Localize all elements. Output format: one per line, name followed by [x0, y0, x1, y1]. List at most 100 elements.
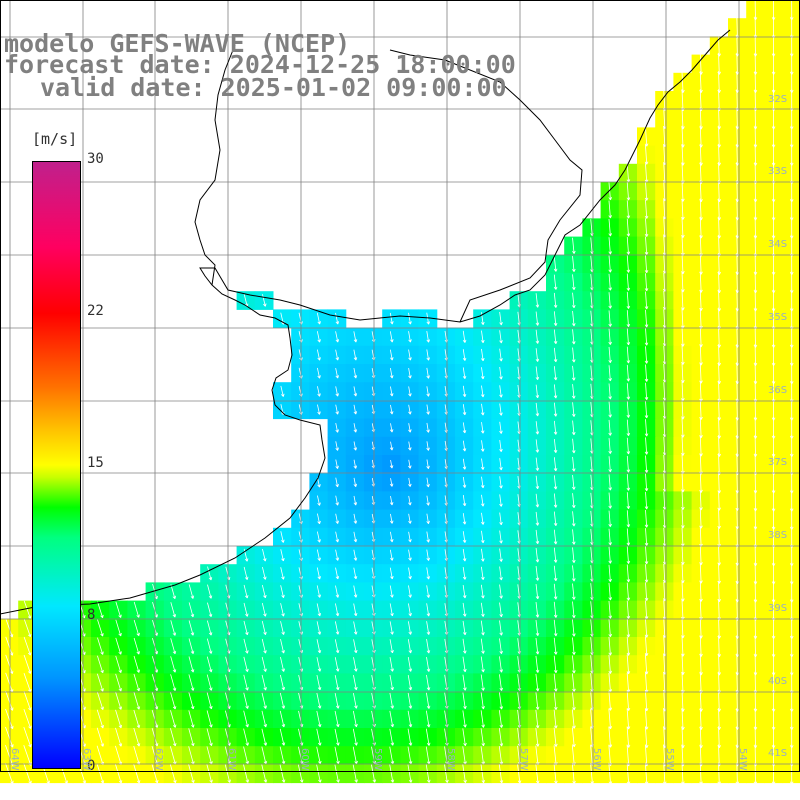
- wind-cell: [782, 709, 800, 729]
- wind-arrow: [335, 549, 340, 561]
- wind-arrow: [243, 692, 249, 709]
- wind-arrow: [426, 459, 430, 469]
- wind-arrow: [279, 674, 286, 691]
- wind-arrow: [553, 709, 558, 729]
- wind-arrow: [626, 437, 631, 455]
- wind-arrow: [644, 144, 649, 165]
- wind-arrow: [280, 621, 285, 635]
- wind-arrow: [571, 456, 576, 472]
- wind-arrow: [572, 310, 576, 327]
- wind-arrow: [499, 366, 503, 380]
- wind-arrow: [499, 385, 503, 398]
- wind-arrow: [608, 654, 613, 674]
- wind-arrow: [553, 274, 558, 290]
- wind-arrow: [644, 218, 649, 237]
- wind-arrow: [462, 330, 467, 343]
- wind-arrow: [335, 513, 339, 524]
- wind-arrow: [408, 531, 412, 543]
- wind-arrow: [608, 492, 612, 509]
- wind-arrow: [626, 474, 631, 491]
- wind-arrow: [608, 762, 613, 785]
- wind-arrow: [626, 762, 631, 785]
- wind-arrow: [626, 346, 631, 364]
- wind-arrow: [499, 584, 503, 599]
- wind-arrow: [608, 708, 613, 730]
- wind-arrow: [316, 639, 322, 654]
- wind-arrow: [5, 708, 14, 730]
- wind-arrow: [133, 655, 140, 673]
- wind-arrow: [644, 437, 649, 455]
- wind-arrow: [389, 549, 394, 561]
- wind-arrow: [626, 419, 631, 437]
- wind-arrow: [535, 348, 540, 362]
- wind-arrow: [535, 637, 540, 655]
- wind-arrow: [335, 603, 340, 617]
- wind-arrow: [408, 495, 412, 506]
- wind-arrow: [535, 384, 540, 399]
- wind-cell: [782, 145, 800, 165]
- wind-arrow: [480, 494, 485, 507]
- wind-arrow: [407, 674, 413, 691]
- wind-arrow: [170, 728, 177, 747]
- wind-arrow: [334, 639, 340, 654]
- wind-arrow: [353, 477, 358, 487]
- wind-cell: [782, 36, 800, 56]
- wind-arrow: [535, 402, 540, 417]
- wind-arrow: [644, 528, 649, 546]
- wind-arrow: [462, 692, 467, 710]
- wind-arrow: [115, 691, 122, 710]
- wind-arrow: [133, 709, 141, 729]
- wind-arrow: [407, 764, 413, 783]
- wind-arrow: [425, 764, 431, 783]
- wind-arrow: [462, 764, 467, 784]
- wind-arrow: [644, 328, 649, 346]
- wind-arrow: [480, 728, 485, 747]
- wind-arrow: [353, 368, 358, 379]
- colorbar-tick-0: 0: [87, 758, 96, 774]
- wind-arrow: [462, 710, 467, 728]
- wind-arrow: [753, 762, 758, 785]
- wind-arrow: [389, 495, 394, 506]
- wind-arrow: [626, 455, 631, 473]
- wind-arrow: [626, 528, 631, 546]
- wind-arrow: [481, 367, 485, 380]
- wind-arrow: [170, 674, 177, 691]
- wind-arrow: [206, 620, 213, 636]
- wind-arrow: [608, 237, 612, 255]
- wind-arrow: [572, 329, 576, 345]
- wind-arrow: [279, 710, 286, 728]
- wind-arrow: [23, 654, 32, 674]
- wind-arrow: [535, 366, 540, 380]
- wind-arrow: [499, 512, 503, 526]
- wind-arrow: [133, 691, 141, 710]
- wind-cell: [782, 200, 800, 219]
- wind-arrow: [317, 386, 321, 397]
- wind-arrow: [498, 692, 504, 710]
- wind-arrow: [572, 529, 576, 545]
- wind-arrow: [572, 511, 576, 527]
- wind-arrow: [243, 602, 249, 617]
- wind-arrow: [426, 477, 430, 488]
- wind-arrow: [771, 762, 776, 785]
- wind-arrow: [553, 457, 558, 472]
- wind-arrow: [462, 584, 467, 599]
- wind-arrow: [243, 674, 249, 691]
- wind-arrow: [590, 762, 595, 785]
- wind-arrow: [426, 567, 431, 580]
- wind-arrow: [5, 618, 14, 638]
- wind-arrow: [498, 763, 504, 784]
- wind-cell: [782, 72, 800, 92]
- wind-cell: [782, 18, 800, 37]
- wind-arrow: [608, 438, 612, 454]
- wind-cell: [782, 473, 800, 492]
- wind-vectors: [5, 0, 794, 785]
- wind-arrow: [572, 601, 576, 619]
- lat-lon-grid: [0, 0, 800, 772]
- wind-arrow: [426, 312, 431, 325]
- wind-arrow: [535, 673, 540, 692]
- wind-arrow: [5, 763, 14, 785]
- wind-arrow: [535, 655, 540, 673]
- wind-arrow: [499, 620, 503, 636]
- wind-cell: [782, 564, 800, 583]
- wind-arrow: [498, 728, 504, 747]
